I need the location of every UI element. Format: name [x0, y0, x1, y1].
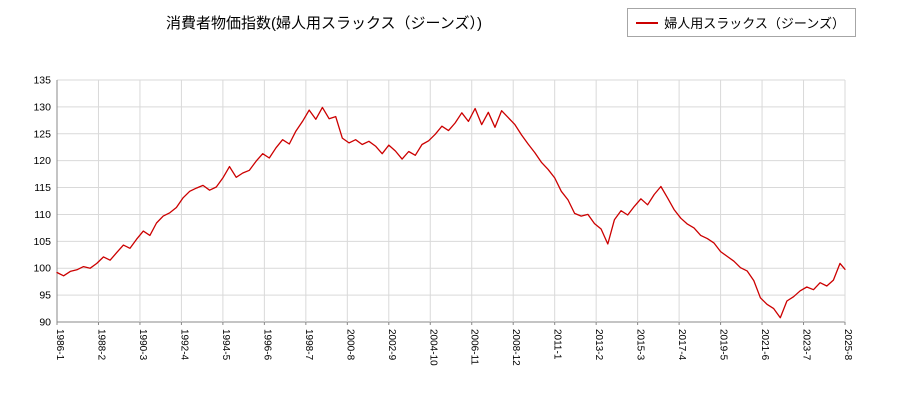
chart-title: 消費者物価指数(婦人用スラックス（ジーンズ）): [166, 15, 482, 32]
y-axis-tick-label: 110: [34, 209, 51, 221]
x-axis-tick-label: 2008-12: [510, 329, 521, 366]
y-axis-tick-label: 95: [39, 290, 51, 302]
x-axis-tick-label: 1996-6: [261, 329, 272, 361]
legend: 婦人用スラックス（ジーンズ）: [627, 8, 856, 37]
x-axis-tick-label: 2002-9: [386, 329, 397, 361]
series-line: [56, 106, 846, 319]
x-axis-tick-label: 1990-3: [137, 329, 148, 361]
x-axis-tick-label: 2000-8: [344, 329, 355, 361]
x-axis-tick-label: 1994-5: [220, 329, 231, 361]
y-axis-tick-label: 120: [33, 155, 51, 167]
x-axis-tick-label: 2011-1: [552, 329, 563, 360]
y-axis-tick-label: 130: [33, 101, 51, 113]
x-axis-tick-label: 2021-6: [759, 329, 770, 361]
x-axis-tick-label: 2017-4: [676, 329, 687, 361]
x-axis-tick-label: 2006-11: [469, 329, 480, 365]
x-axis-tick-label: 1992-4: [178, 329, 189, 361]
y-axis-tick-label: 100: [33, 263, 51, 275]
y-axis-tick-label: 115: [34, 182, 51, 194]
y-axis-tick-label: 125: [33, 128, 51, 140]
y-axis-tick-label: 135: [33, 75, 51, 87]
x-axis-tick-label: 2025-8: [842, 329, 853, 361]
x-axis-tick-label: 1998-7: [303, 329, 314, 361]
y-axis-tick-label: 90: [39, 317, 51, 329]
x-axis-tick-label: 2023-7: [801, 329, 812, 361]
x-axis-tick-label: 2013-2: [593, 329, 604, 361]
legend-line-sample-icon: [636, 21, 659, 24]
x-axis-tick-label: 2015-3: [635, 329, 646, 361]
x-axis-tick-label: 2019-5: [718, 329, 729, 361]
x-axis-tick-label: 1986-1: [54, 329, 65, 361]
chart-header: 消費者物価指数(婦人用スラックス（ジーンズ）) 婦人用スラックス（ジーンズ）: [0, 8, 900, 38]
legend-label: 婦人用スラックス（ジーンズ）: [664, 16, 845, 31]
x-axis-tick-label: 2004-10: [427, 329, 438, 366]
x-axis-tick-label: 1988-2: [95, 329, 106, 361]
y-axis-tick-label: 105: [33, 236, 51, 248]
